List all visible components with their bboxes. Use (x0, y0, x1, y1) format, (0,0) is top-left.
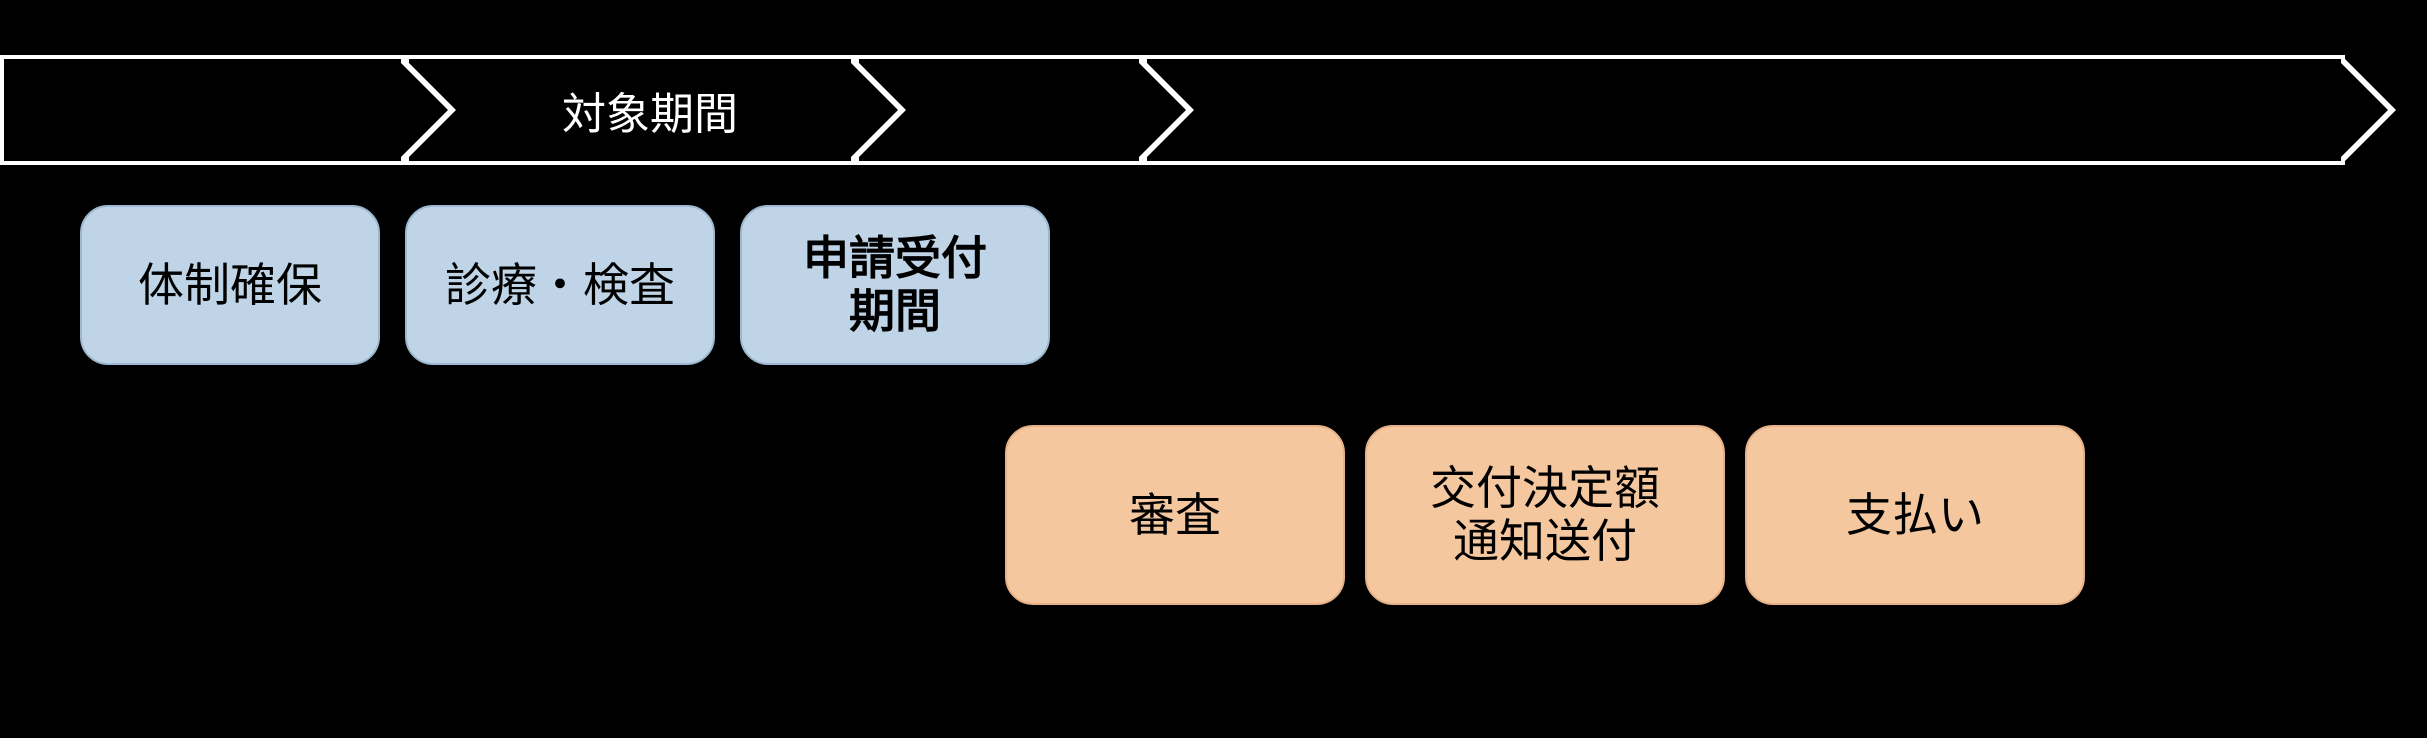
timeline-seg-2: 対象期間 (405, 55, 855, 165)
box-shinryo-label: 診療・検査 (445, 259, 675, 312)
timeline-seg-2-label: 対象期間 (522, 78, 738, 142)
timeline-seg-4 (1143, 55, 2345, 165)
box-shiharai: 支払い (1745, 425, 2085, 605)
box-koufu-label: 交付決定額 通知送付 (1430, 462, 1660, 568)
box-shinryo: 診療・検査 (405, 205, 715, 365)
box-koufu: 交付決定額 通知送付 (1365, 425, 1725, 605)
box-shinsa-label: 審査 (1129, 489, 1221, 542)
box-taisei: 体制確保 (80, 205, 380, 365)
box-taisei-label: 体制確保 (138, 259, 322, 312)
timeline-seg-1 (0, 55, 405, 165)
box-shinsei: 申請受付 期間 (740, 205, 1050, 365)
diagram-stage: 対象期間 体制確保 診療・検査 申請受付 期間 審査 交付決定額 通知送付 支払… (0, 0, 2427, 738)
box-shinsa: 審査 (1005, 425, 1345, 605)
box-shinsei-label: 申請受付 期間 (803, 232, 987, 338)
box-shiharai-label: 支払い (1846, 489, 1984, 542)
